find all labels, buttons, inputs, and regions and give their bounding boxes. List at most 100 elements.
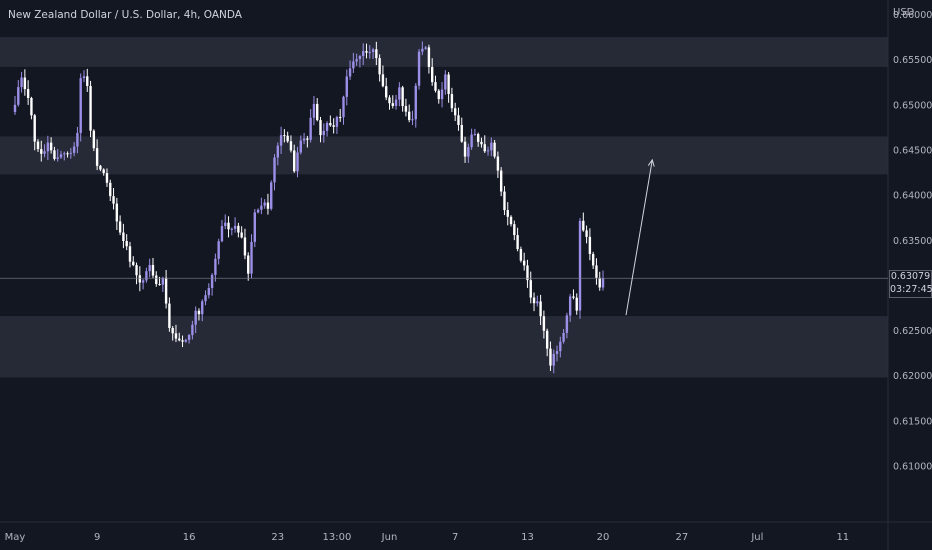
candle-body xyxy=(562,332,565,342)
candle-body xyxy=(59,154,63,158)
candle-body xyxy=(233,225,237,229)
price-axis: 0.66000 0.65500 0.65000 0.64500 0.64000 0.635… xyxy=(893,10,932,473)
candle-body xyxy=(421,48,424,52)
candle-body xyxy=(23,77,27,90)
overlay xyxy=(0,158,888,316)
bar-countdown-tag: 03:27:45 xyxy=(889,284,932,299)
candle-body xyxy=(434,82,437,91)
candle-body xyxy=(148,264,151,272)
candle-body xyxy=(181,340,184,342)
y-tick-label: 0.63500 xyxy=(893,236,932,247)
candle-body xyxy=(217,241,220,259)
candle-body xyxy=(82,76,86,79)
candle-body xyxy=(450,93,454,109)
candle-body xyxy=(256,209,260,213)
candle-body xyxy=(194,310,197,325)
candle-body xyxy=(332,125,335,127)
candle-body xyxy=(394,99,398,106)
candle-body xyxy=(522,260,526,266)
y-tick-label: 0.61500 xyxy=(893,416,932,427)
candle-body xyxy=(424,47,427,49)
candle-body xyxy=(467,147,470,157)
candle-body xyxy=(178,338,181,341)
candle-body xyxy=(26,89,30,98)
candle-body xyxy=(86,76,89,86)
candle-body xyxy=(552,353,555,366)
candle-body xyxy=(575,297,578,311)
last-price-tag: 0.63079 xyxy=(889,270,932,285)
candle-body xyxy=(506,210,509,217)
y-tick-label: 0.65000 xyxy=(893,100,932,111)
candle-body xyxy=(224,222,227,226)
candle-body xyxy=(391,103,394,106)
x-tick-label: 23 xyxy=(271,532,284,543)
candle-body xyxy=(187,335,191,340)
candle-body xyxy=(276,145,279,158)
candle-body xyxy=(283,135,286,137)
candle-body xyxy=(319,120,322,136)
candle-body xyxy=(204,295,207,302)
candle-body xyxy=(437,90,440,100)
y-tick-label: 0.62000 xyxy=(893,371,932,382)
candle-body xyxy=(358,56,362,60)
candle-body xyxy=(151,264,155,276)
y-tick-label: 0.66000 xyxy=(893,10,932,21)
candle-body xyxy=(161,277,165,285)
candle-body xyxy=(381,74,385,87)
candle-body xyxy=(578,220,582,311)
y-tick-label: 0.64000 xyxy=(893,191,932,202)
candle-body xyxy=(36,141,40,150)
candle-body xyxy=(289,141,293,151)
candle-body xyxy=(529,280,532,298)
candle-body xyxy=(76,132,79,147)
candle-body xyxy=(63,153,66,155)
candle-body xyxy=(591,254,595,266)
candle-body xyxy=(227,222,230,230)
candle-body xyxy=(532,297,536,304)
candle-body xyxy=(174,333,178,339)
candle-body xyxy=(345,76,348,97)
candle-body xyxy=(470,134,473,148)
sr-zone xyxy=(0,37,888,67)
candle-body xyxy=(401,87,404,107)
candle-body xyxy=(237,225,240,233)
x-tick-label: 7 xyxy=(452,532,458,543)
candle-body xyxy=(33,115,36,142)
candle-body xyxy=(92,130,96,149)
candle-body xyxy=(473,134,477,136)
candle-body xyxy=(598,277,601,288)
candle-body xyxy=(486,150,490,152)
candle-body xyxy=(457,115,460,125)
candle-body xyxy=(568,296,572,316)
candle-body xyxy=(56,157,59,159)
projection-arrow-line xyxy=(625,159,653,316)
candle-body xyxy=(230,228,234,230)
chart-title: New Zealand Dollar / U.S. Dollar, 4h, OA… xyxy=(8,9,242,21)
candle-body xyxy=(69,152,73,154)
candle-body xyxy=(378,58,381,75)
candle-body xyxy=(509,216,513,225)
candle-body xyxy=(210,274,214,289)
x-tick-label: 9 xyxy=(94,532,100,543)
candle-body xyxy=(368,52,371,54)
candle-body xyxy=(588,236,592,255)
candle-body xyxy=(453,108,457,116)
candle-body xyxy=(516,235,519,250)
candle-body xyxy=(339,117,342,119)
candle-body xyxy=(299,140,302,153)
candle-body xyxy=(53,150,56,159)
candle-body xyxy=(102,169,105,174)
candle-body xyxy=(385,86,388,98)
candle-body xyxy=(519,249,523,261)
candle-body xyxy=(46,142,50,152)
candle-body xyxy=(545,330,549,349)
time-axis: May 9 16 23 13:00 Jun 7 13 20 27 Jul 11 xyxy=(5,532,850,543)
candle-body xyxy=(17,87,20,105)
candle-body xyxy=(325,122,329,131)
candle-body xyxy=(40,149,43,154)
currency-label[interactable]: USD xyxy=(893,7,915,18)
candle-body xyxy=(316,103,319,121)
